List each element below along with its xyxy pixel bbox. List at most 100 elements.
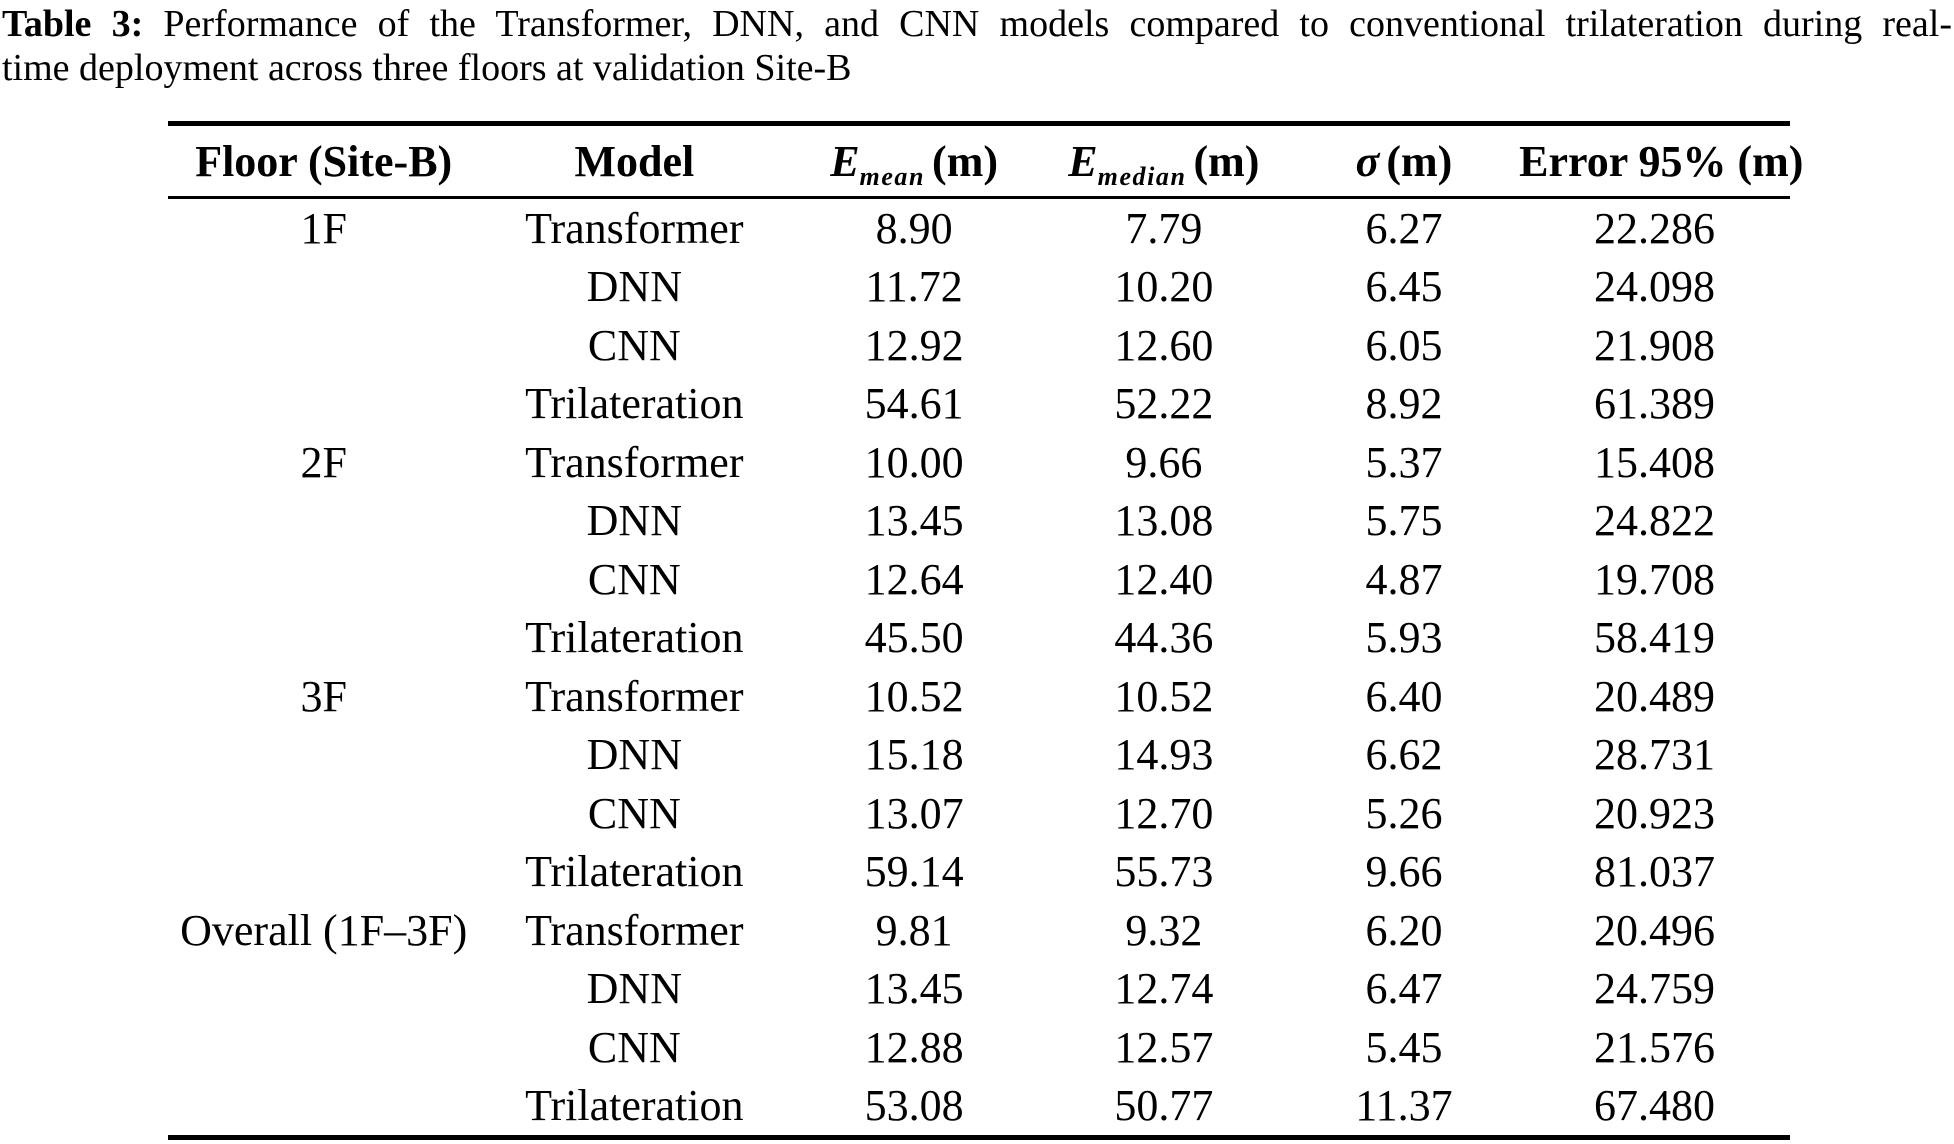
cell-model: CNN: [587, 1022, 681, 1072]
cell-floor: [168, 550, 479, 609]
col-header-error-95: Error 95% (m): [1519, 123, 1803, 199]
cell-model: Transformer: [525, 671, 744, 721]
cell-error_95: 20.923: [1594, 788, 1716, 838]
cell-model: Trilateration: [525, 847, 744, 897]
cell-error_95: 20.496: [1594, 905, 1716, 955]
cell-floor: [168, 726, 479, 785]
table-row: Trilateration 53.08 50.77 11.37 67.480: [168, 1077, 1790, 1138]
cell-model: CNN: [587, 554, 681, 604]
cell-e_median: 12.57: [1114, 1022, 1214, 1072]
cell-e_median: 14.93: [1114, 730, 1214, 780]
cell-e_mean: 13.45: [864, 964, 964, 1014]
cell-e_mean: 59.14: [864, 847, 964, 897]
cell-error_95: 61.389: [1594, 379, 1716, 429]
table-row: DNN 11.72 10.20 6.45 24.098: [168, 258, 1790, 317]
cell-floor: Overall (1F–3F): [180, 905, 468, 955]
table-row: 1F Transformer 8.90 7.79 6.27 22.286: [168, 198, 1790, 258]
cell-e_mean: 15.18: [864, 730, 964, 780]
cell-error_95: 22.286: [1594, 203, 1716, 253]
cell-floor: 2F: [300, 437, 347, 487]
cell-e_median: 9.32: [1125, 905, 1203, 955]
cell-e_mean: 11.72: [865, 262, 963, 312]
cell-error_95: 19.708: [1594, 554, 1716, 604]
cell-model: DNN: [586, 964, 682, 1014]
cell-e_median: 13.08: [1114, 496, 1214, 546]
cell-model: CNN: [587, 788, 681, 838]
e-median-unit: (m): [1193, 136, 1260, 186]
col-header-model: Model: [479, 123, 790, 199]
e-mean-subscript: mean: [859, 161, 926, 191]
cell-floor: 3F: [300, 671, 347, 721]
cell-sigma: 5.26: [1365, 788, 1443, 838]
cell-e_mean: 45.50: [864, 613, 964, 663]
cell-model: Trilateration: [525, 613, 744, 663]
cell-e_mean: 10.00: [864, 437, 964, 487]
header-row: Floor (Site-B) Model Emean (m) Emedian (m)…: [168, 123, 1803, 199]
table-header: Floor (Site-B) Model Emean (m) Emedian (m)…: [168, 123, 1803, 199]
cell-e_mean: 54.61: [864, 379, 964, 429]
cell-e_median: 50.77: [1114, 1081, 1214, 1131]
cell-sigma: 6.62: [1365, 730, 1443, 780]
col-header-e-median: Emedian (m): [1039, 123, 1289, 199]
table-row: 3F Transformer 10.52 10.52 6.40 20.489: [168, 667, 1790, 726]
caption-line-2: time deployment across three floors at v…: [2, 47, 852, 89]
table-row: 2F Transformer 10.00 9.66 5.37 15.408: [168, 433, 1790, 492]
results-table: Floor (Site-B) Model Emean (m) Emedian (m)…: [168, 121, 1803, 1140]
cell-e_median: 12.70: [1114, 788, 1214, 838]
cell-e_mean: 10.52: [864, 671, 964, 721]
cell-e_mean: 8.90: [875, 203, 953, 253]
cell-error_95: 24.759: [1594, 964, 1716, 1014]
sigma-symbol: σ: [1355, 136, 1380, 186]
col-header-e-mean: Emean (m): [789, 123, 1039, 199]
cell-model: Transformer: [525, 203, 744, 253]
e-median-subscript: median: [1097, 161, 1187, 191]
cell-e_mean: 12.88: [864, 1022, 964, 1072]
table-row: DNN 13.45 12.74 6.47 24.759: [168, 960, 1790, 1019]
cell-error_95: 15.408: [1594, 437, 1716, 487]
cell-sigma: 6.45: [1365, 262, 1443, 312]
table-row: DNN 13.45 13.08 5.75 24.822: [168, 492, 1790, 551]
cell-e_median: 52.22: [1114, 379, 1214, 429]
cell-e_median: 10.20: [1114, 262, 1214, 312]
cell-sigma: 6.40: [1365, 671, 1443, 721]
table-row: CNN 12.64 12.40 4.87 19.708: [168, 550, 1790, 609]
caption-label: Table 3:: [2, 3, 144, 45]
cell-e_median: 44.36: [1114, 613, 1214, 663]
table-row: DNN 15.18 14.93 6.62 28.731: [168, 726, 1790, 785]
cell-floor: [168, 375, 479, 434]
table-row: Trilateration 45.50 44.36 5.93 58.419: [168, 609, 1790, 668]
cell-sigma: 6.20: [1365, 905, 1443, 955]
cell-model: DNN: [586, 262, 682, 312]
cell-sigma: 11.37: [1355, 1081, 1453, 1131]
cell-e_mean: 53.08: [864, 1081, 964, 1131]
sigma-unit: (m): [1386, 136, 1453, 186]
cell-sigma: 5.75: [1365, 496, 1443, 546]
cell-error_95: 21.576: [1594, 1022, 1716, 1072]
cell-sigma: 9.66: [1365, 847, 1443, 897]
cell-e_mean: 12.64: [864, 554, 964, 604]
cell-e_mean: 9.81: [875, 905, 953, 955]
cell-floor: [168, 316, 479, 375]
cell-error_95: 81.037: [1594, 847, 1716, 897]
cell-model: Trilateration: [525, 379, 744, 429]
cell-sigma: 5.93: [1365, 613, 1443, 663]
cell-sigma: 5.45: [1365, 1022, 1443, 1072]
cell-error_95: 24.098: [1594, 262, 1716, 312]
caption-text-line1: Performance of the Transformer, DNN, and…: [143, 3, 1952, 45]
cell-sigma: 4.87: [1365, 554, 1443, 604]
cell-e_median: 12.60: [1114, 320, 1214, 370]
cell-e_median: 7.79: [1125, 203, 1203, 253]
cell-e_mean: 13.45: [864, 496, 964, 546]
cell-floor: [168, 960, 479, 1019]
cell-error_95: 24.822: [1594, 496, 1716, 546]
e-mean-unit: (m): [932, 136, 999, 186]
cell-e_median: 12.74: [1114, 964, 1214, 1014]
cell-error_95: 67.480: [1594, 1081, 1716, 1131]
cell-error_95: 21.908: [1594, 320, 1716, 370]
cell-model: Transformer: [525, 437, 744, 487]
cell-floor: [168, 258, 479, 317]
cell-floor: [168, 609, 479, 668]
cell-sigma: 8.92: [1365, 379, 1443, 429]
cell-model: Transformer: [525, 905, 744, 955]
